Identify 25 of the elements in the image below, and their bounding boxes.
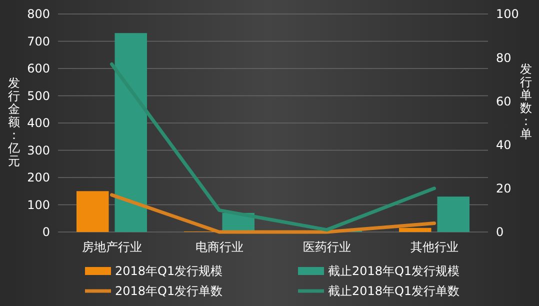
x-tick-label: 电商行业 [195,240,244,254]
y-tick-label: 300 [27,143,50,158]
y-tick-label: 100 [27,198,50,212]
y-tick-label: 800 [27,7,50,22]
legend-label: 截止2018年Q1发行规模 [328,264,460,278]
y-tick-label: 400 [27,116,50,130]
x-tick-label: 医药行业 [302,240,351,254]
y-axis-title: 发行金额：亿元 [7,76,20,168]
y-tick-label: 600 [27,62,50,76]
y2-tick-label: 100 [496,7,519,22]
y2-tick-label: 20 [496,182,512,196]
y2-tick-label: 80 [496,50,512,65]
y-tick-label: 500 [27,88,50,103]
y2-tick-label: 0 [496,225,504,240]
x-tick-label: 房地产行业 [82,240,142,254]
legend-label: 截止2018年Q1发行单数 [328,284,460,298]
y2-tick-label: 40 [496,138,512,152]
legend-label: 2018年Q1发行规模 [115,264,223,278]
y2-axis-title: 发行单数：单 [520,62,532,141]
y-tick-label: 200 [27,170,50,185]
x-tick-label: 其他行业 [410,240,458,254]
legend-label: 2018年Q1发行单数 [115,284,223,298]
y2-tick-label: 60 [496,94,512,108]
y-tick-label: 700 [27,34,50,48]
y-tick-label: 0 [42,225,50,240]
